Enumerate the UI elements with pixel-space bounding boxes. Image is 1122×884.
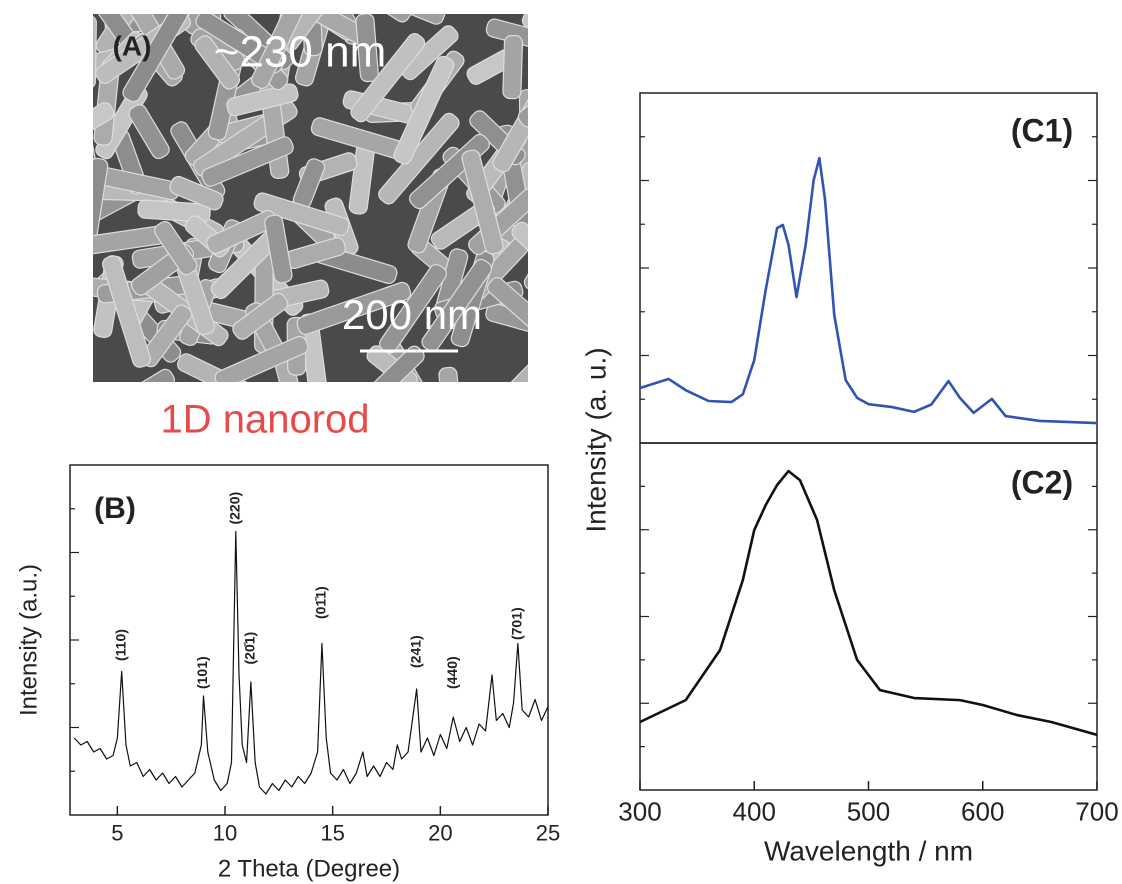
x-tick-label: 400 <box>733 796 776 826</box>
x-tick-label: 25 <box>536 821 560 846</box>
rod <box>522 233 569 294</box>
x-tick-label: 300 <box>618 796 661 826</box>
panel-label: (C2) <box>1011 464 1073 500</box>
series-line <box>640 471 1097 735</box>
y-axis-label: Intensity (a.u.) <box>15 564 42 716</box>
x-tick-label: 600 <box>961 796 1004 826</box>
series-line <box>640 158 1097 423</box>
series-line <box>74 532 548 795</box>
plot-frame <box>70 465 548 815</box>
x-axis-label: Wavelength / nm <box>764 835 973 866</box>
rod <box>524 0 575 29</box>
peak-label: (20̄1) <box>242 632 258 665</box>
peak-label: (01̄1) <box>313 586 329 619</box>
x-tick-label: 15 <box>320 821 344 846</box>
x-tick-label: 20 <box>428 821 452 846</box>
x-tick-label: 500 <box>847 796 890 826</box>
panel-label: (C1) <box>1011 112 1073 148</box>
peak-label: (440) <box>444 656 460 689</box>
peak-label: (101) <box>194 656 210 689</box>
figure: (A) ~230 nm 200 nm 1D nanorod 5 10 15 20 25 (… <box>0 0 1122 884</box>
peak-label: (220) <box>226 492 242 525</box>
rod <box>77 15 96 88</box>
caption: 1D nanorod <box>160 398 369 442</box>
rod <box>522 127 569 239</box>
rod <box>520 0 560 32</box>
peak-label: (241) <box>407 635 423 668</box>
y-axis-label: Intensity (a. u.) <box>580 347 611 532</box>
x-tick-label: 700 <box>1075 796 1118 826</box>
x-tick-label: 5 <box>111 821 123 846</box>
size-text: ~230 nm <box>214 28 386 77</box>
scale-bar-label: 200 nm <box>342 291 482 338</box>
rod <box>503 35 523 99</box>
x-tick-label: 10 <box>213 821 237 846</box>
peak-label: (701) <box>509 607 525 640</box>
x-axis-label: 2 Theta (Degree) <box>218 855 400 882</box>
panel-label: (B) <box>94 492 136 525</box>
panel-label: (A) <box>113 30 152 61</box>
peak-label: (110) <box>112 629 128 661</box>
